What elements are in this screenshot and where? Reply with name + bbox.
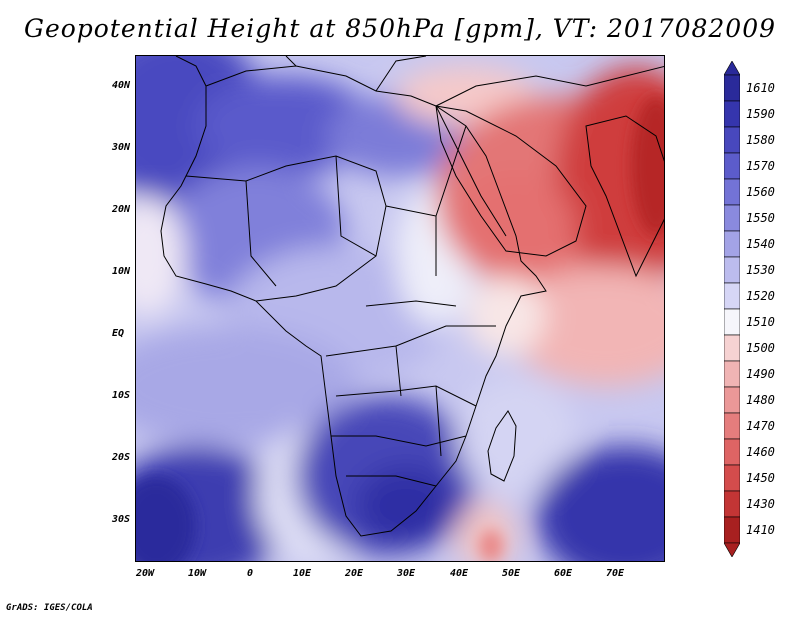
lon-label: 70E	[605, 568, 625, 579]
colorbar-swatch	[724, 178, 740, 206]
lon-label: 50E	[501, 568, 521, 579]
colorbar-label: 1480	[746, 393, 775, 407]
colorbar-swatch	[724, 230, 740, 258]
colorbar-label: 1410	[746, 523, 775, 537]
lat-label: EQ	[111, 328, 124, 339]
lat-label: 30S	[111, 514, 130, 525]
colorbar-label: 1450	[746, 471, 775, 485]
colorbar-label: 1470	[746, 419, 775, 433]
colorbar-swatch	[724, 464, 740, 492]
credit-text: GrADS: IGES/COLA	[6, 603, 93, 613]
geopotential-map	[136, 56, 664, 561]
colorbar-swatch	[724, 360, 740, 388]
colorbar-swatch	[724, 152, 740, 180]
colorbar-swatch	[724, 490, 740, 518]
colorbar-label: 1460	[746, 445, 775, 459]
colorbar-graphic	[724, 61, 740, 557]
lon-label: 20E	[344, 568, 364, 579]
colorbar-swatch	[724, 74, 740, 102]
colorbar-label: 1540	[746, 237, 775, 251]
colorbar-label: 1560	[746, 185, 775, 199]
lon-label: 10W	[187, 568, 207, 579]
colorbar-bottom-arrow	[724, 542, 740, 557]
lon-label: 30E	[396, 568, 416, 579]
lat-label: 20S	[111, 452, 130, 463]
chart-title: Geopotential Height at 850hPa [gpm], VT:…	[23, 14, 777, 43]
colorbar	[724, 61, 740, 557]
colorbar-label: 1590	[746, 107, 775, 121]
colorbar-label: 1610	[746, 81, 775, 95]
colorbar-swatch	[724, 256, 740, 284]
colorbar-swatch	[724, 308, 740, 336]
colorbar-label: 1520	[746, 289, 775, 303]
coastlines	[160, 56, 664, 537]
colorbar-swatch	[724, 412, 740, 440]
colorbar-top-arrow	[724, 61, 740, 76]
colorbar-swatch	[724, 386, 740, 414]
colorbar-swatch	[724, 126, 740, 154]
map-panel	[135, 55, 665, 562]
lon-label: 60E	[553, 568, 573, 579]
colorbar-label: 1570	[746, 159, 775, 173]
lon-label: 20W	[135, 568, 155, 579]
lat-label: 40N	[111, 80, 130, 91]
lat-label: 30N	[111, 142, 130, 153]
colorbar-swatch	[724, 334, 740, 362]
lon-label: 0	[246, 568, 254, 579]
colorbar-label: 1550	[746, 211, 775, 225]
colorbar-swatch	[724, 438, 740, 466]
lat-label: 10N	[111, 266, 130, 277]
lon-label: 10E	[292, 568, 312, 579]
field-detail	[136, 96, 664, 561]
colorbar-label: 1530	[746, 263, 775, 277]
lat-label: 20N	[111, 204, 130, 215]
colorbar-swatch	[724, 100, 740, 128]
colorbar-label: 1510	[746, 315, 775, 329]
lon-label: 40E	[449, 568, 469, 579]
colorbar-swatch	[724, 282, 740, 310]
colorbar-label: 1430	[746, 497, 775, 511]
colorbar-label: 1500	[746, 341, 775, 355]
colorbar-label: 1490	[746, 367, 775, 381]
colorbar-swatch	[724, 204, 740, 232]
colorbar-swatch	[724, 516, 740, 544]
colorbar-label: 1580	[746, 133, 775, 147]
lat-label: 10S	[111, 390, 130, 401]
